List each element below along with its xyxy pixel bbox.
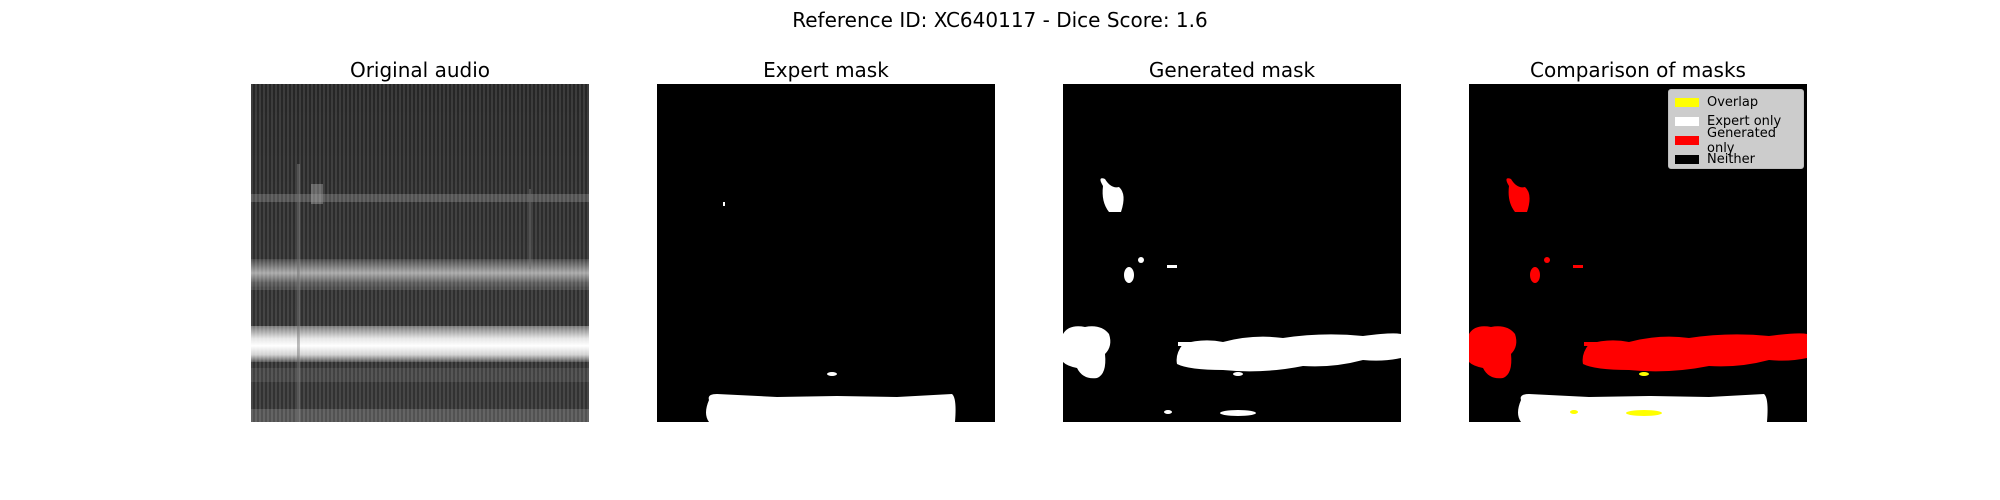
- expert-mask-panel: [657, 84, 995, 422]
- legend-label-generated-only: Generated only: [1707, 125, 1776, 156]
- generated-mask-image: [1063, 84, 1401, 422]
- legend-swatch-expert-only: [1675, 117, 1699, 126]
- legend-label-neither: Neither: [1707, 152, 1756, 167]
- legend-swatch-generated-only: [1675, 136, 1699, 145]
- expert-mask-image: [657, 84, 995, 422]
- panel-title-original-audio: Original audio: [349, 58, 491, 82]
- panel-title-expert-mask: Expert mask: [763, 58, 889, 82]
- legend-swatch-neither: [1675, 155, 1699, 164]
- legend-item-overlap: Overlap: [1675, 93, 1797, 112]
- spectrogram-panel: [251, 84, 589, 422]
- legend-item-neither: Neither: [1675, 150, 1797, 169]
- generated-mask-panel: [1063, 84, 1401, 422]
- spectrogram-image: [251, 84, 589, 422]
- panel-title-comparison: Comparison of masks: [1530, 58, 1746, 82]
- comparison-legend: Overlap Expert only Generated only Neith…: [1668, 89, 1804, 169]
- legend-label-overlap: Overlap: [1707, 95, 1759, 110]
- legend-swatch-overlap: [1675, 98, 1699, 107]
- figure-title: Reference ID: XC640117 - Dice Score: 1.6: [792, 8, 1208, 32]
- legend-item-generated-only: Generated only: [1675, 126, 1797, 156]
- legend-label-expert-only: Expert only: [1707, 114, 1782, 129]
- panel-title-generated-mask: Generated mask: [1148, 58, 1316, 82]
- legend-item-expert-only: Expert only: [1675, 112, 1797, 131]
